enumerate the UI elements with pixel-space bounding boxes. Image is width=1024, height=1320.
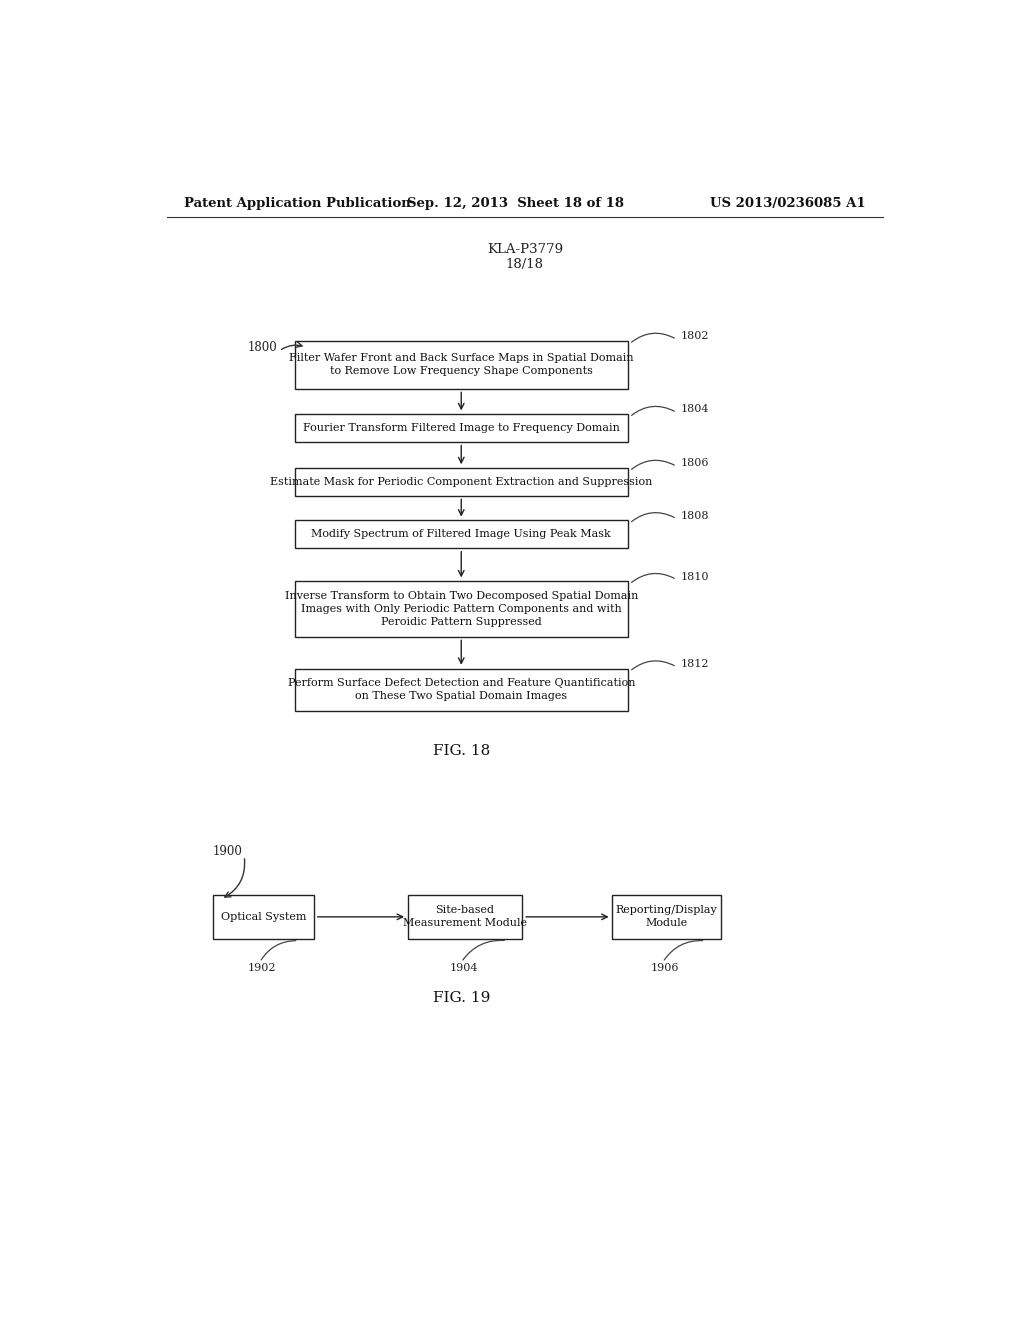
FancyBboxPatch shape (295, 520, 628, 548)
Text: 1808: 1808 (681, 511, 709, 520)
Text: FIG. 19: FIG. 19 (432, 991, 489, 1005)
FancyBboxPatch shape (213, 895, 314, 940)
FancyBboxPatch shape (408, 895, 522, 940)
Text: 1812: 1812 (681, 659, 709, 669)
Text: 1802: 1802 (681, 331, 709, 342)
Text: 1806: 1806 (681, 458, 709, 469)
FancyBboxPatch shape (612, 895, 721, 940)
Text: 1904: 1904 (450, 964, 478, 973)
FancyBboxPatch shape (295, 414, 628, 442)
Text: 1900: 1900 (213, 845, 243, 858)
Text: 1906: 1906 (651, 964, 679, 973)
Text: Patent Application Publication: Patent Application Publication (183, 197, 411, 210)
FancyBboxPatch shape (295, 341, 628, 388)
Text: Filter Wafer Front and Back Surface Maps in Spatial Domain
to Remove Low Frequen: Filter Wafer Front and Back Surface Maps… (289, 354, 634, 376)
Text: Reporting/Display
Module: Reporting/Display Module (615, 906, 718, 928)
Text: 1902: 1902 (248, 964, 276, 973)
Text: US 2013/0236085 A1: US 2013/0236085 A1 (711, 197, 866, 210)
Text: Sep. 12, 2013  Sheet 18 of 18: Sep. 12, 2013 Sheet 18 of 18 (407, 197, 624, 210)
FancyBboxPatch shape (295, 668, 628, 711)
Text: Optical System: Optical System (221, 912, 306, 921)
Text: KLA-P3779: KLA-P3779 (486, 243, 563, 256)
Text: Site-based
Measurement Module: Site-based Measurement Module (403, 906, 527, 928)
Text: 1810: 1810 (681, 572, 709, 582)
Text: Perform Surface Defect Detection and Feature Quantification
on These Two Spatial: Perform Surface Defect Detection and Fea… (288, 678, 635, 701)
FancyBboxPatch shape (295, 581, 628, 636)
Text: Fourier Transform Filtered Image to Frequency Domain: Fourier Transform Filtered Image to Freq… (303, 422, 620, 433)
Text: Estimate Mask for Periodic Component Extraction and Suppression: Estimate Mask for Periodic Component Ext… (270, 477, 652, 487)
Text: Inverse Transform to Obtain Two Decomposed Spatial Domain
Images with Only Perio: Inverse Transform to Obtain Two Decompos… (285, 590, 638, 627)
Text: 1804: 1804 (681, 404, 709, 414)
Text: Modify Spectrum of Filtered Image Using Peak Mask: Modify Spectrum of Filtered Image Using … (311, 529, 611, 539)
Text: FIG. 18: FIG. 18 (432, 744, 489, 758)
Text: 1800: 1800 (248, 341, 278, 354)
Text: 18/18: 18/18 (506, 259, 544, 271)
FancyBboxPatch shape (295, 469, 628, 496)
